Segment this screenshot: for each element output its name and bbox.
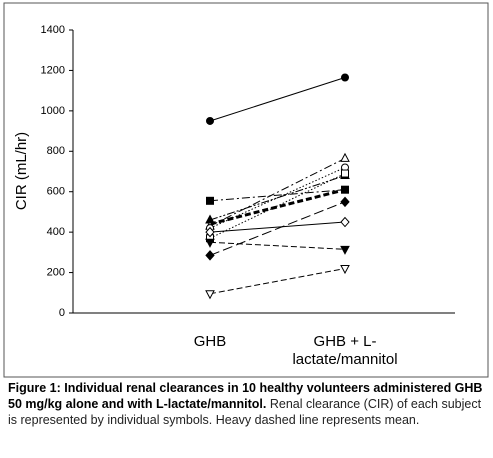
marker [341, 73, 349, 82]
y-tick-label: 600 [47, 186, 65, 198]
marker [205, 226, 215, 238]
x-tick-label: GHB [193, 333, 227, 350]
marker [340, 152, 350, 162]
caption: Figure 1: Individual renal clearances in… [8, 380, 486, 428]
marker [340, 196, 350, 208]
series-line [209, 201, 346, 256]
caption-text: Renal clearance (CIR) of each subject is… [8, 397, 482, 427]
marker [205, 290, 215, 300]
x-tick-label: GHB + L-lactate/mannitol [292, 333, 398, 368]
y-tick-label: 800 [47, 145, 65, 157]
marker [340, 216, 350, 228]
y-tick-label: 1200 [41, 64, 65, 76]
caption-bold: Figure 1: Individual renal clearances in… [8, 381, 483, 411]
marker [341, 185, 349, 194]
marker [205, 238, 215, 248]
series-line [209, 189, 346, 202]
marker [340, 245, 350, 255]
marker [341, 169, 349, 178]
marker [205, 250, 215, 261]
series-line [209, 175, 346, 221]
y-tick-label: 200 [47, 266, 65, 278]
series-line [209, 188, 346, 226]
series-line [209, 173, 346, 239]
y-tick-label: 400 [47, 226, 65, 238]
series-line [209, 221, 346, 233]
marker [206, 196, 214, 205]
marker [206, 116, 214, 125]
y-tick-label: 0 [59, 307, 65, 319]
y-axis-title: CIR (mL/hr) [13, 132, 30, 210]
y-tick-label: 1400 [41, 24, 65, 36]
series-line [209, 241, 346, 250]
marker [340, 265, 350, 275]
chart-frame [3, 2, 489, 378]
y-tick-label: 1000 [41, 105, 65, 117]
series-line [209, 157, 346, 227]
series-line [209, 268, 346, 295]
series-line [209, 77, 346, 122]
